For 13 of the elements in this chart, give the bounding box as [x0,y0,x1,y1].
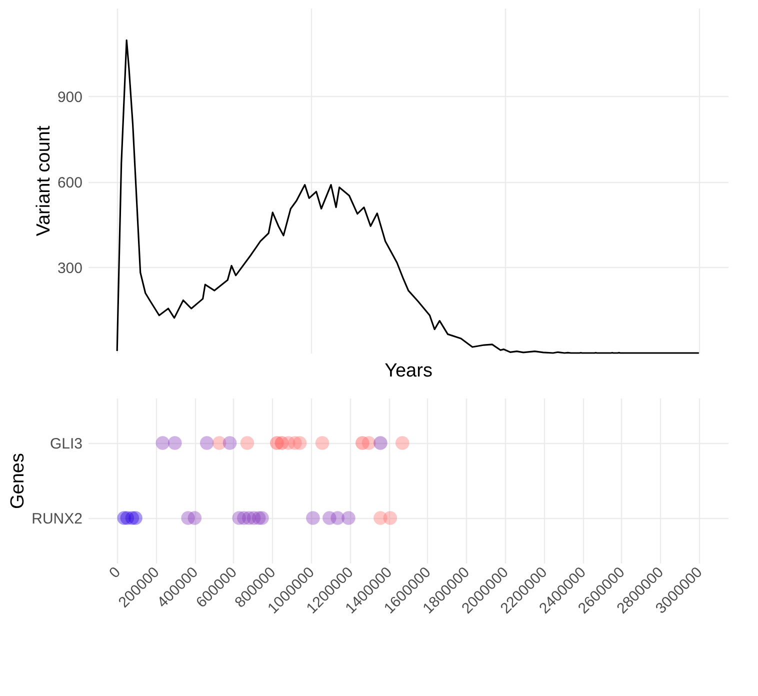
point [374,436,388,450]
y-tick-label: GLI3 [50,436,82,452]
line-series [116,39,700,354]
y-tick-label: 900 [57,88,82,106]
y-tick-label: RUNX2 [32,510,82,528]
point [383,511,398,525]
y-tick-label: 600 [57,174,82,192]
point [222,436,237,450]
y-axis-title: Genes [8,453,29,509]
y-axis-title: Variant count [33,125,54,236]
x-tick-label: 0 [106,564,124,582]
x-axis-title: Years [384,360,432,382]
y-tick-label: 300 [57,260,82,277]
